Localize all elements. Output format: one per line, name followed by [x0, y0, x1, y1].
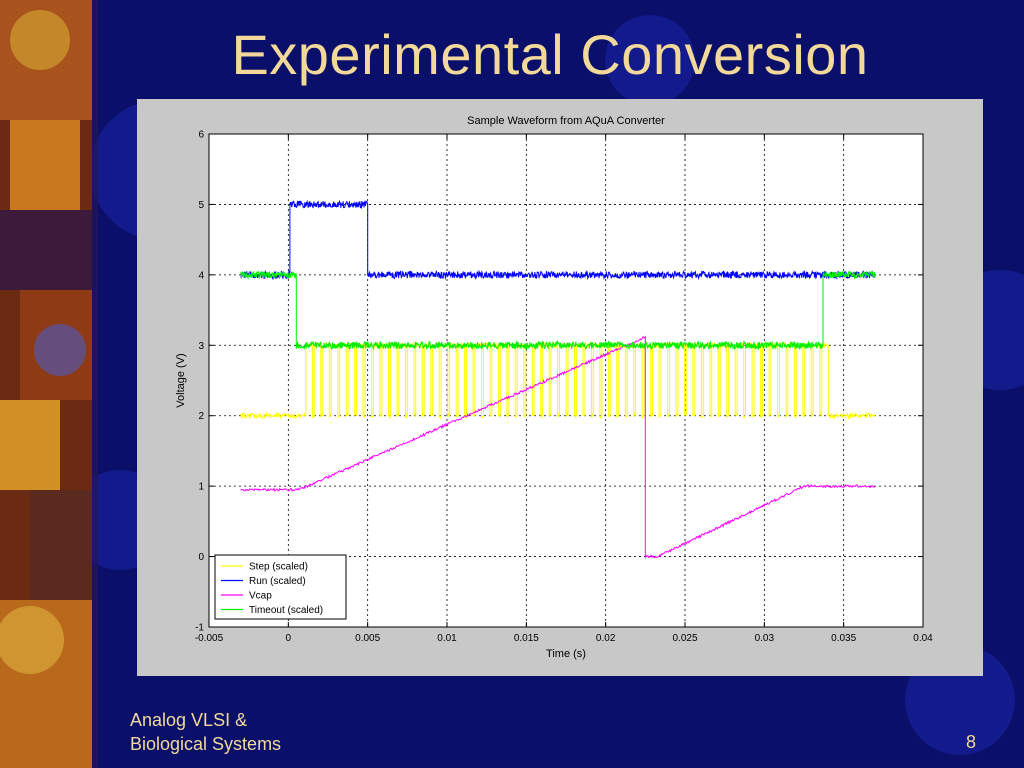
x-tick-label: 0.03	[755, 633, 775, 644]
chart-legend: Step (scaled) Run (scaled) Vcap Timeout (sc…	[214, 554, 347, 620]
legend-label: Run (scaled)	[249, 576, 306, 587]
legend-label: Vcap	[249, 591, 272, 602]
chart-figure: -0.005 0 0.005 0.01 0.015 0.02 0.025 0.03 0.035 0…	[137, 99, 983, 676]
y-tick-label: 3	[198, 341, 204, 352]
series-line	[240, 335, 876, 560]
y-tick-label: 6	[198, 130, 204, 141]
y-tick-label: 5	[198, 200, 204, 211]
series-timeout-scaled	[240, 269, 876, 351]
x-tick-label: 0.005	[355, 633, 380, 644]
x-tick-label: 0.025	[672, 633, 697, 644]
series-line	[240, 199, 876, 281]
x-tick-label: -0.005	[195, 633, 224, 644]
y-tick-label: 2	[198, 411, 204, 422]
x-tick-label: 0.01	[437, 633, 457, 644]
y-tick-label: 0	[198, 552, 204, 563]
y-tick-label: -1	[195, 623, 204, 634]
series-line	[240, 269, 876, 351]
series-layer	[240, 199, 876, 560]
series-vcap	[240, 335, 876, 560]
decorative-left-strip	[0, 0, 98, 768]
footer-course: Analog VLSI & Biological Systems	[130, 708, 281, 756]
legend-label: Step (scaled)	[249, 562, 308, 573]
chart-title: Sample Waveform from AQuA Converter	[467, 115, 665, 127]
x-tick-label: 0.02	[596, 633, 616, 644]
x-axis-label: Time (s)	[546, 648, 586, 660]
slide-title: Experimental Conversion	[231, 23, 869, 86]
x-tick-label: 0.035	[831, 633, 856, 644]
series-run-scaled	[240, 199, 876, 281]
y-axis-label: Voltage (V)	[175, 353, 187, 407]
axis-ticks: -0.005 0 0.005 0.01 0.015 0.02 0.025 0.03 0.035 0…	[195, 130, 933, 645]
plot-frame	[208, 133, 924, 628]
waveform-chart: -0.005 0 0.005 0.01 0.015 0.02 0.025 0.03 0.035 0…	[175, 115, 933, 660]
footer-line-2: Biological Systems	[130, 734, 282, 754]
x-tick-label: 0.015	[514, 633, 539, 644]
y-tick-label: 1	[198, 482, 204, 493]
y-tick-label: 4	[198, 270, 204, 281]
x-tick-label: 0	[286, 633, 292, 644]
page-number: 8	[965, 732, 976, 752]
footer-line-1: Analog VLSI &	[130, 710, 248, 730]
x-tick-label: 0.04	[913, 633, 933, 644]
legend-label: Timeout (scaled)	[249, 605, 323, 616]
